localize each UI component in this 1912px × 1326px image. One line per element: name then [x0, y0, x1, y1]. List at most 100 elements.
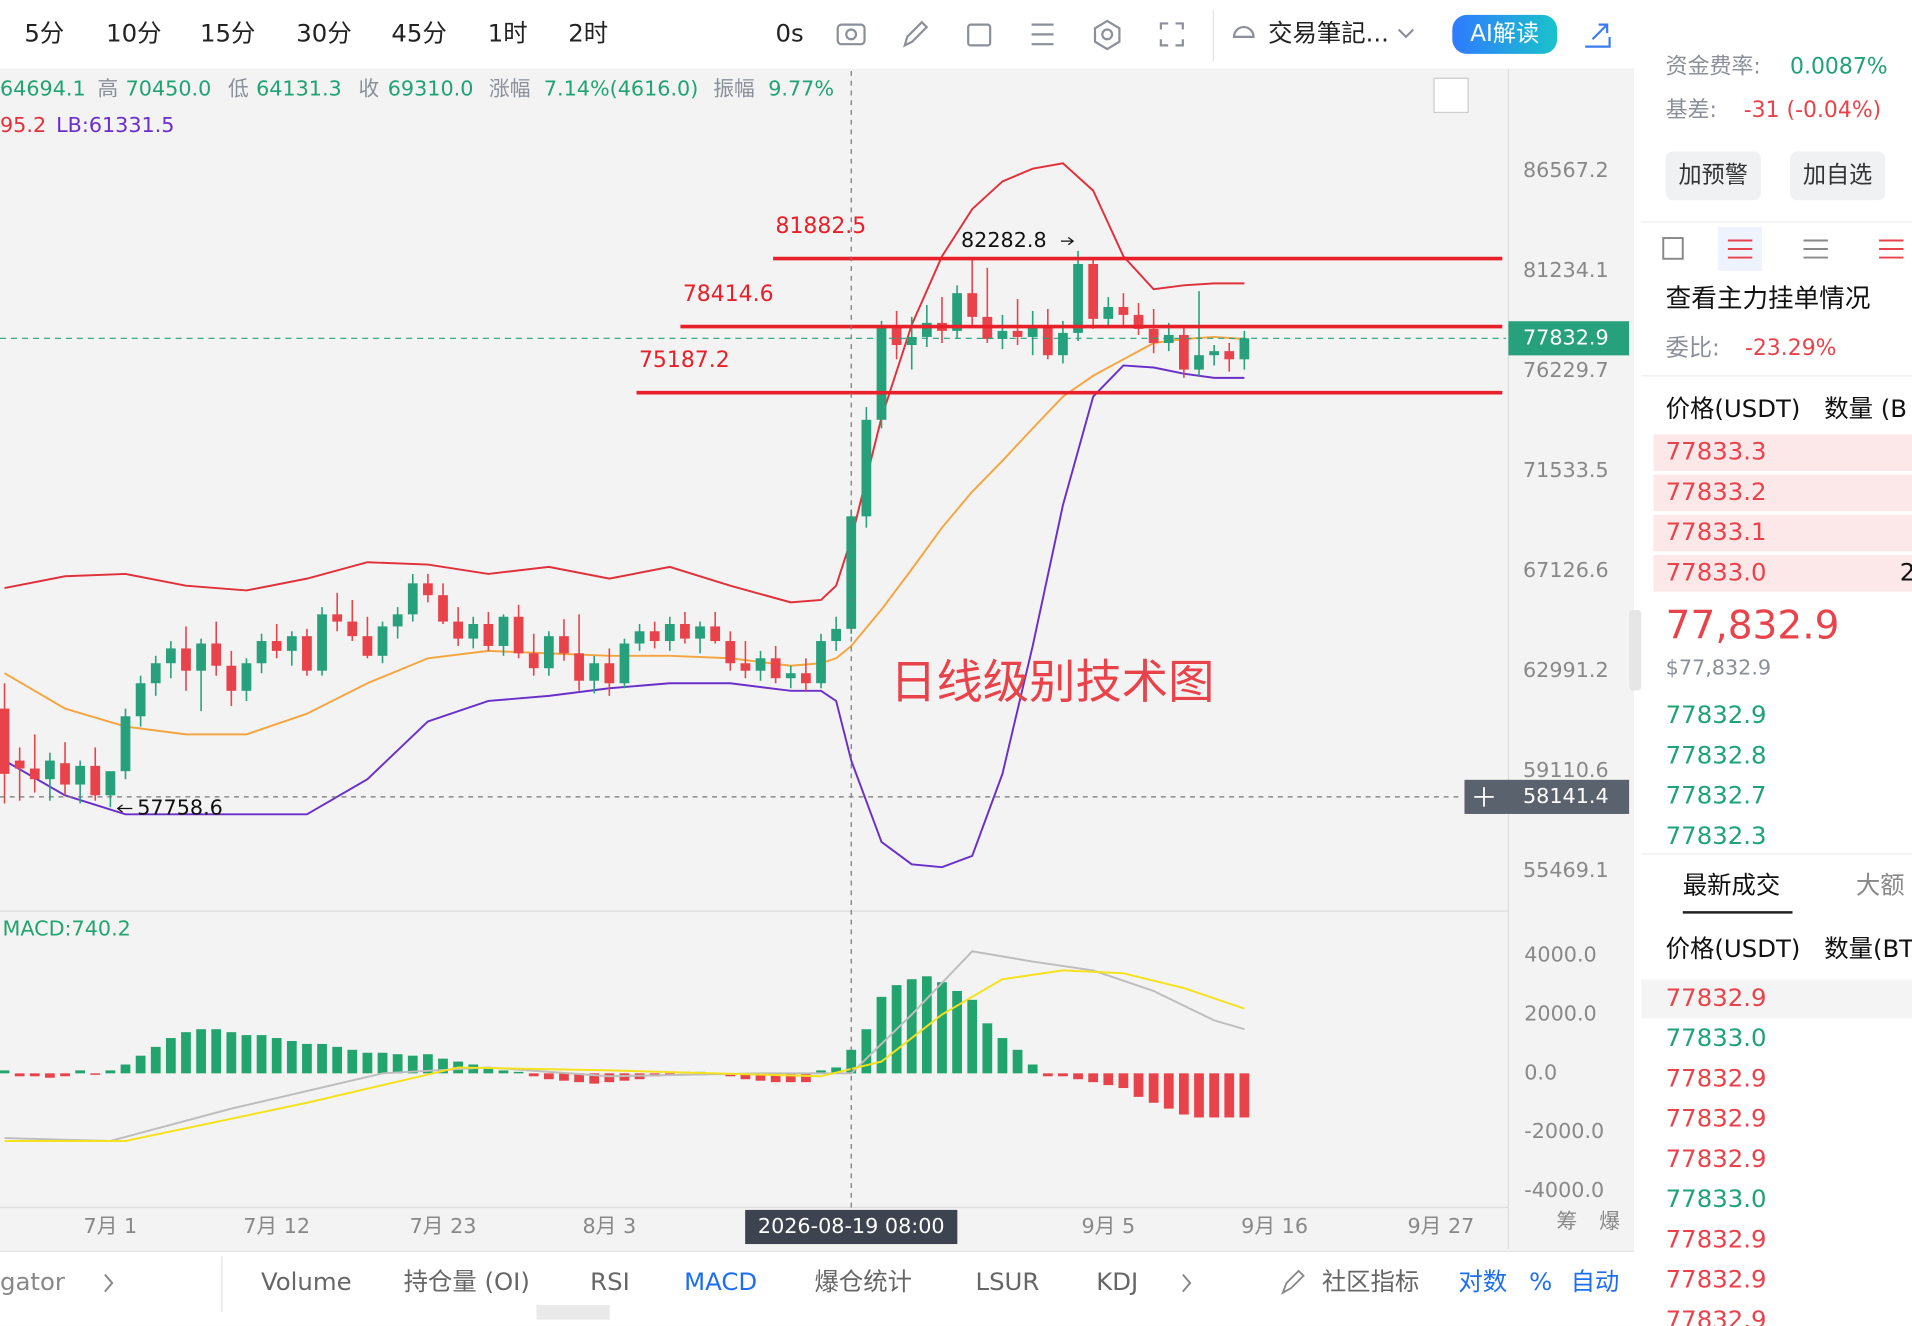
candle-body — [816, 641, 826, 684]
close: 69310.0 — [388, 76, 474, 100]
candle-body — [120, 716, 131, 772]
chevron[interactable] — [1397, 28, 1415, 39]
macd-bar — [29, 1073, 40, 1077]
candle-body — [75, 765, 86, 785]
edit-icon[interactable] — [1281, 1269, 1305, 1295]
notes[interactable]: 交易筆記... — [1268, 18, 1389, 47]
trade-tab[interactable]: 最新成交 — [1683, 871, 1781, 900]
option[interactable]: % — [1529, 1267, 1552, 1296]
interval[interactable]: 10分 — [106, 18, 161, 47]
high-marker: 82282.8 — [961, 228, 1047, 252]
y-tick-label: 76229.7 — [1523, 358, 1609, 382]
tab[interactable]: 爆仓统计 — [815, 1267, 912, 1296]
candle-body — [498, 616, 509, 646]
list-icon[interactable] — [1031, 23, 1054, 46]
candle-body — [619, 643, 630, 684]
settings-icon[interactable] — [1093, 19, 1121, 51]
macd-bar — [785, 1073, 796, 1083]
candle-body — [695, 626, 705, 639]
drag-handle[interactable] — [536, 1305, 610, 1320]
low-marker: 57758.6 — [137, 795, 223, 819]
tab[interactable]: Volume — [261, 1267, 352, 1296]
interval[interactable]: 1时 — [488, 18, 528, 47]
expand-button[interactable] — [1433, 77, 1469, 114]
macd-bar — [1239, 1073, 1250, 1118]
notes-icon[interactable] — [1232, 26, 1255, 38]
bid-price: 77832.8 — [1666, 740, 1767, 769]
macd-bar — [211, 1029, 222, 1074]
panel-icons — [1662, 227, 1904, 271]
level-label: 78414.6 — [683, 282, 774, 307]
icon[interactable] — [1662, 237, 1684, 260]
candle-body — [1103, 306, 1114, 319]
icon[interactable] — [1879, 239, 1904, 259]
panel-handle[interactable] — [1629, 609, 1642, 691]
option[interactable]: 对数 — [1458, 1267, 1507, 1296]
trade-price: 77832.9 — [1666, 1265, 1767, 1294]
icon[interactable] — [1727, 239, 1753, 259]
countdown: 0s — [776, 18, 804, 47]
button-label[interactable]: 加预警 — [1679, 162, 1748, 188]
depth-link[interactable]: 查看主力挂单情况 — [1666, 284, 1871, 314]
interval[interactable]: 30分 — [296, 18, 351, 47]
y-tick-label: 67126.6 — [1523, 558, 1609, 582]
macd-bar — [770, 1073, 781, 1083]
trade-price: 77832.9 — [1666, 1063, 1767, 1092]
fullscreen-icon[interactable] — [1159, 22, 1184, 47]
plus-icon[interactable] — [1474, 787, 1494, 807]
share-icon[interactable] — [1585, 23, 1611, 48]
macd-bar — [105, 1070, 116, 1074]
tab[interactable]: MACD — [684, 1267, 757, 1296]
candle-body — [135, 683, 146, 717]
y-tick-label: -4000.0 — [1524, 1178, 1604, 1202]
camera-icon[interactable] — [836, 23, 866, 46]
macd-bar — [1042, 1073, 1053, 1077]
side-tab[interactable]: 爆 — [1599, 1209, 1620, 1233]
y-tick-label: 59110.6 — [1523, 758, 1609, 782]
ask-qty: 2 — [1900, 557, 1912, 586]
candle-body — [271, 641, 282, 651]
candle-body — [1118, 306, 1129, 315]
y-tick-label: 0.0 — [1524, 1060, 1557, 1084]
macd-bar — [1194, 1073, 1204, 1118]
interval[interactable]: 15分 — [200, 18, 255, 47]
side-tab[interactable]: 筹 — [1557, 1209, 1578, 1233]
candle-body — [362, 636, 373, 656]
candle-body — [468, 623, 479, 639]
macd-bar — [1209, 1073, 1220, 1118]
add-icon[interactable] — [967, 23, 992, 47]
chevron[interactable] — [1182, 1273, 1192, 1293]
macd-bar — [664, 1073, 675, 1075]
interval[interactable]: 5分 — [24, 18, 64, 47]
trade-tab[interactable]: 大额 — [1856, 871, 1905, 900]
candle-body — [921, 322, 932, 337]
community[interactable]: 社区指标 — [1322, 1267, 1420, 1296]
option[interactable]: 自动 — [1571, 1267, 1620, 1296]
button[interactable] — [1790, 151, 1886, 201]
chevron[interactable] — [104, 1273, 114, 1293]
marker-arrow — [116, 804, 133, 813]
macd-bar — [1073, 1073, 1083, 1080]
macd-bar — [876, 996, 887, 1074]
tab[interactable]: gator — [0, 1267, 66, 1296]
icon[interactable] — [1803, 239, 1828, 259]
tab[interactable]: 持仓量 (OI) — [404, 1267, 530, 1296]
interval[interactable]: 45分 — [391, 18, 446, 47]
ai-button[interactable] — [1452, 14, 1558, 54]
interval[interactable]: 2时 — [568, 18, 608, 47]
button[interactable] — [1665, 151, 1761, 201]
candle-body — [302, 636, 312, 671]
crosshair-date-box — [745, 1209, 958, 1245]
y-tick-label: 4000.0 — [1524, 943, 1596, 967]
candle-body — [1058, 332, 1068, 356]
tab[interactable]: RSI — [590, 1267, 630, 1296]
tab[interactable]: KDJ — [1096, 1267, 1138, 1296]
ask-price: 77833.3 — [1666, 437, 1767, 466]
row-highlight — [1641, 979, 1912, 1019]
pen-icon[interactable] — [903, 20, 929, 48]
macd-bar — [377, 1052, 388, 1074]
ai-label[interactable]: AI解读 — [1470, 21, 1539, 47]
button-label[interactable]: 加自选 — [1803, 162, 1872, 188]
tab[interactable]: LSUR — [976, 1267, 1040, 1296]
candle-body — [453, 621, 464, 639]
